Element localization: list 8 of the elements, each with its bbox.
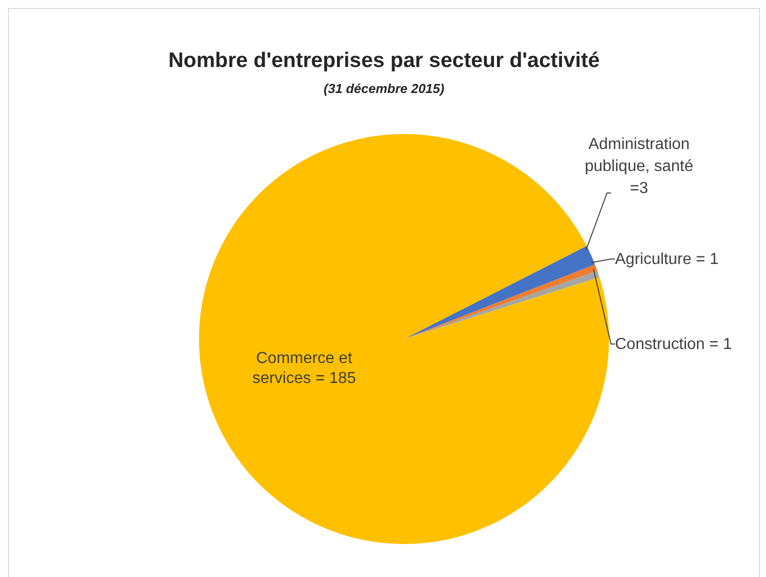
- pie-slice: [404, 246, 595, 339]
- chart-subtitle: (31 décembre 2015): [322, 81, 446, 96]
- chart-title: Nombre d'entreprises par secteur d'activité: [167, 49, 601, 73]
- slice-label: Administration publique, santé: [584, 136, 694, 175]
- slice-label: Commerce et services = 185: [252, 350, 356, 387]
- slice-label: Construction = 1: [615, 336, 732, 353]
- slice-label: Agriculture = 1: [615, 251, 719, 268]
- data-label: =3: [630, 180, 648, 197]
